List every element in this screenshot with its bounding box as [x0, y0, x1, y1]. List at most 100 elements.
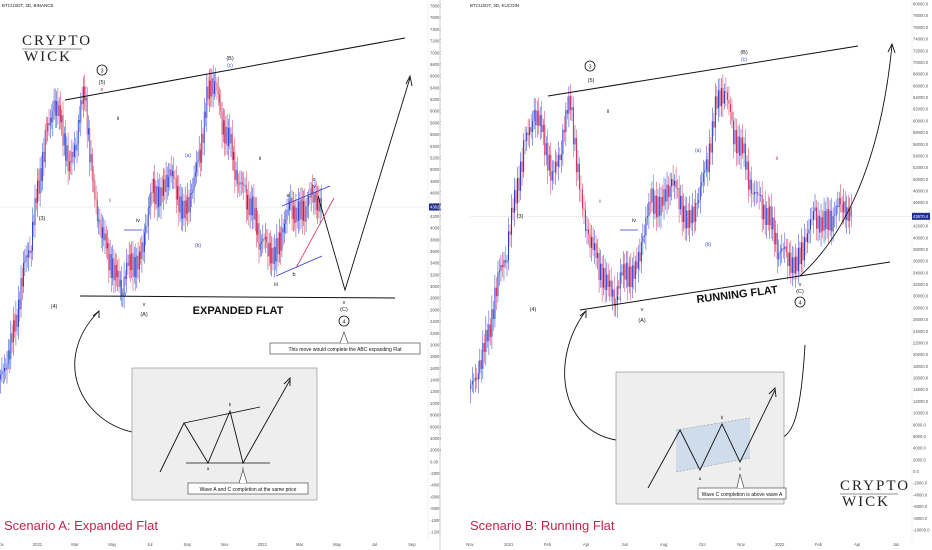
right-candle-body	[805, 237, 807, 243]
left-candle-body	[60, 105, 61, 123]
left-candle-body	[207, 86, 209, 99]
right-candle-body	[788, 252, 790, 267]
right-y-tick-label: 52000.0	[913, 165, 929, 170]
left-candle-body	[306, 205, 308, 207]
right-x-tick-label: 2021	[504, 542, 514, 547]
right-candle-body	[575, 137, 577, 173]
right-y-tick-label: 38000.0	[913, 247, 929, 252]
left-candle-body	[138, 251, 140, 270]
left-candle-body	[301, 199, 303, 221]
left-candle-body	[18, 299, 19, 328]
right-y-tick-label: 72000.0	[913, 48, 929, 53]
right-candle-body	[681, 195, 683, 223]
right-candle-body	[671, 179, 673, 187]
left-candle-body	[191, 193, 192, 195]
left-y-tick-label: 14000.00	[430, 378, 448, 383]
right-candle-body	[609, 280, 611, 287]
left-candle-body	[212, 78, 214, 94]
right-candle-body	[636, 261, 638, 269]
right-candle-body	[592, 237, 594, 250]
left-candle-body	[158, 186, 159, 208]
left-candle-body	[242, 182, 243, 185]
left-candle-body	[116, 264, 117, 278]
left-candle-body	[90, 153, 92, 163]
left-candle-body	[145, 226, 147, 233]
right-x-tick-label: Nov	[466, 542, 474, 547]
left-candle-body	[11, 333, 13, 343]
right-candle-body	[628, 266, 630, 287]
left-candle-body	[74, 145, 75, 157]
right-y-tick-label: -2000.0	[913, 481, 928, 486]
logo-line2-right: WICK	[842, 494, 890, 510]
left-candle-body	[219, 94, 220, 103]
left-wave-ii-label: ii	[117, 116, 119, 122]
right-y-tick-label: 20000.0	[913, 352, 929, 357]
right-y-tick-label: 40000.0	[913, 235, 929, 240]
right-y-tick-label: 64000.0	[913, 95, 929, 100]
right-candle-body	[604, 268, 606, 290]
right-x-tick-label: Jun	[893, 542, 900, 547]
left-candle-body	[46, 130, 47, 132]
right-candle-body	[732, 120, 735, 145]
left-candle-body	[299, 201, 301, 220]
left-candle-body	[95, 199, 97, 201]
left-candle-body	[271, 247, 273, 264]
left-candle-body	[295, 207, 297, 223]
left-y-tick-label: 76000.00	[430, 15, 448, 20]
left-candle-body	[239, 182, 241, 185]
right-candle-body	[598, 252, 600, 281]
right-candle-body	[782, 248, 784, 250]
right-candle-body	[601, 263, 603, 288]
left-candle-body	[14, 320, 16, 332]
left-candle-body	[180, 196, 182, 219]
left-candle-body	[303, 201, 304, 221]
left-candle-body	[170, 169, 172, 176]
left-candle-body	[136, 255, 138, 278]
left-y-tick-label: 46000.00	[430, 191, 448, 196]
right-candle-body	[800, 242, 802, 264]
left-wave-e-label: e	[101, 87, 104, 93]
left-callout-text: This move would complete the ABC expandi…	[288, 347, 402, 353]
left-candle-body	[225, 126, 227, 144]
right-y-tick-label: 78000.0	[913, 13, 929, 18]
right-candle-body	[738, 136, 741, 156]
right-candle-body	[507, 231, 510, 261]
left-wave-i-label: i	[109, 198, 110, 204]
right-candle-body	[837, 205, 839, 208]
left-candle-body	[249, 198, 251, 216]
left-candle-body	[9, 350, 10, 360]
left-candle-body	[233, 151, 234, 161]
right-curved-arrow	[564, 311, 617, 441]
left-candle-body	[131, 253, 133, 271]
right-candle-body	[757, 192, 759, 195]
right-candle-body	[566, 109, 568, 114]
left-candle-body	[280, 232, 282, 251]
logo-line1-left: CRYPTO	[22, 33, 92, 49]
left-candle-body	[291, 197, 293, 219]
right-y-tick-label: 66000.0	[913, 83, 929, 88]
left-y-tick-label: 32000.00	[430, 272, 448, 277]
right-candle-body	[665, 189, 667, 202]
right-candle-body	[578, 163, 580, 190]
left-candle-body	[98, 219, 100, 222]
right-wave-i-label: i	[599, 199, 600, 205]
right-candle-body	[835, 205, 837, 216]
left-wave4-label: 4	[342, 320, 345, 326]
left-candle-body	[276, 238, 278, 262]
right-candle-body	[815, 207, 818, 229]
right-candle-body	[672, 179, 674, 186]
right-candle-body	[500, 264, 502, 271]
right-candle-body	[660, 197, 662, 216]
left-candles: 43621.21	[0, 64, 448, 394]
left-candle-body	[128, 254, 130, 266]
left-candle-body	[32, 221, 33, 251]
right-wave-A-label: (A)	[638, 318, 646, 324]
right-candle-body	[683, 205, 685, 223]
left-candle-body	[285, 219, 287, 224]
left-x-tick-label: Mar	[296, 542, 304, 547]
right-candle-body	[751, 179, 753, 194]
right-candle-body	[633, 265, 635, 279]
right-candle-body	[838, 197, 840, 208]
right-candle-body	[509, 231, 511, 235]
right-y-tick-label: -8000.0	[913, 516, 928, 521]
